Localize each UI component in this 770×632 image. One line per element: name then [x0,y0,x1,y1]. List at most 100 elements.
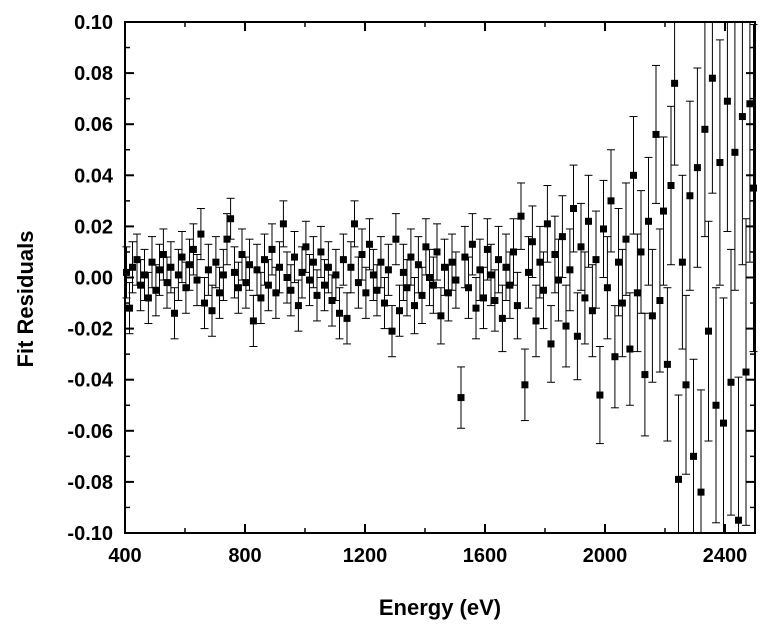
data-point [603,284,611,292]
data-point [723,97,731,105]
data-point [123,268,130,276]
data-point [461,253,469,261]
data-point [268,245,276,253]
data-point [257,294,265,302]
y-tick-label: -0.04 [67,370,113,392]
data-point [227,215,235,223]
error-bar [708,22,717,194]
error-bar [674,394,683,533]
x-tick-label: 2000 [583,545,628,567]
data-point [422,243,430,251]
data-point [238,251,246,259]
data-point [457,394,465,402]
data-point [126,304,133,312]
x-tick-label: 1200 [343,545,388,567]
data-point [735,516,742,524]
data-point [513,302,521,310]
x-tick-label: 800 [228,545,261,567]
data-point [264,281,272,289]
data-point [328,296,336,304]
data-point [291,253,298,261]
data-point [167,263,175,271]
error-bar [723,22,732,233]
data-point [313,291,321,299]
error-bar [719,297,728,533]
data-point [585,217,592,225]
data-point [171,309,178,317]
data-point [633,289,641,297]
data-point [686,192,694,200]
data-point [388,327,396,335]
data-point [701,125,709,133]
data-point [178,253,186,261]
data-point [547,340,555,348]
data-point [596,391,604,399]
data-point [392,235,400,243]
data-point [472,304,480,312]
data-point [690,452,697,460]
data-point [731,148,739,156]
data-point [536,258,544,266]
data-point [543,220,551,228]
data-point [573,332,581,340]
data-point [321,281,328,289]
data-point [403,284,411,292]
y-tick-label: -0.08 [67,472,113,494]
data-point [156,266,163,274]
data-point [712,401,720,409]
data-point [645,217,652,225]
data-point [607,197,615,205]
data-point [693,164,701,172]
error-bar [689,358,698,533]
data-point [373,286,381,294]
data-point [381,299,388,307]
data-point [630,171,637,179]
data-point [246,261,253,269]
data-point [611,353,619,361]
data-point [384,266,392,274]
data-point [377,258,385,266]
data-point [433,248,441,256]
data-point [622,235,630,243]
data-point [197,230,205,238]
data-point [720,419,727,427]
data-point [480,294,487,302]
data-point [532,317,540,325]
data-point [332,271,340,279]
y-tick-label: 0.06 [74,114,113,136]
data-point [253,266,261,274]
data-point [705,327,712,335]
data-point [667,182,675,190]
data-point [577,243,585,251]
data-point [510,248,517,256]
data-point [287,286,295,294]
data-point [648,312,656,320]
data-point [429,281,437,289]
data-point [294,302,302,310]
data-point [366,240,373,248]
data-point [148,258,156,266]
error-bar [738,22,747,266]
data-point [137,281,145,289]
data-point [186,261,193,269]
data-point [129,263,136,271]
data-point [309,258,317,266]
data-point [498,314,506,322]
data-point [558,233,566,241]
data-point [468,240,476,248]
y-tick-label: -0.10 [67,523,113,545]
data-point [152,286,160,294]
data-point [555,276,562,284]
data-point [600,225,607,233]
x-tick-label: 2400 [703,545,748,567]
data-point [618,299,626,307]
data-point [641,371,649,379]
data-point [487,271,495,279]
data-point [336,309,343,317]
data-point [174,271,182,279]
data-point [626,345,634,353]
data-point [302,243,310,251]
data-point [399,268,407,276]
data-point [525,268,532,276]
data-point [678,258,686,266]
